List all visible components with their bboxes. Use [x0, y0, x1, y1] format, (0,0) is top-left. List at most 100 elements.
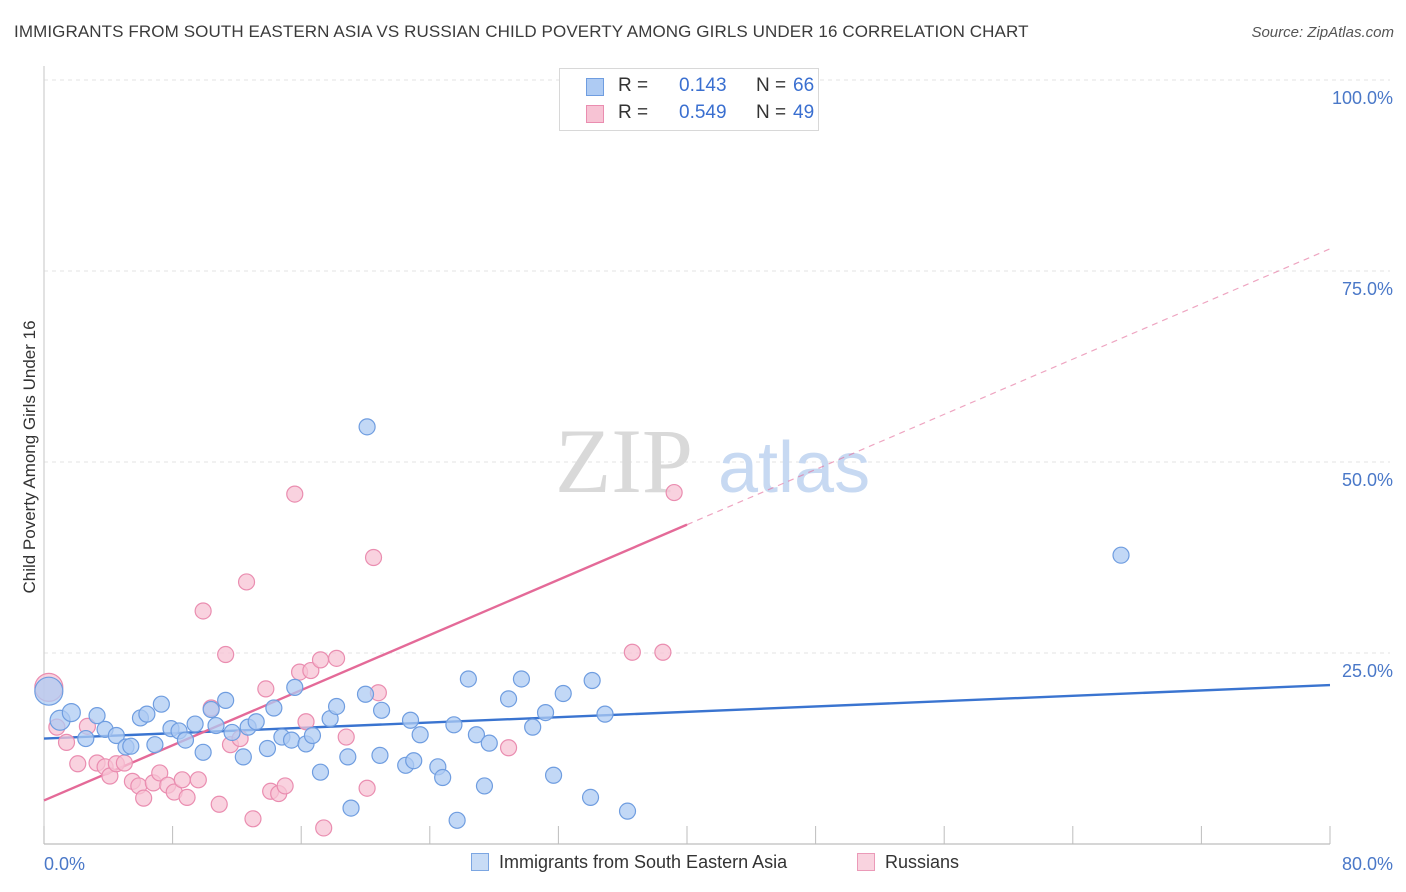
- data-point-sea: [1112, 546, 1130, 564]
- data-point-sea: [311, 763, 330, 781]
- data-point-sea: [618, 802, 637, 820]
- data-point-sea: [152, 695, 170, 713]
- data-point-sea: [581, 788, 600, 806]
- data-point-sea: [467, 726, 486, 744]
- data-point-russians: [358, 779, 376, 797]
- bottom-legend-label-sea: Immigrants from South Eastern Asia: [499, 852, 788, 872]
- data-point-sea: [88, 707, 106, 725]
- data-point-russians: [173, 771, 191, 789]
- legend-n-value-russians: 49: [793, 102, 815, 123]
- data-point-sea: [77, 729, 95, 748]
- data-point-sea: [247, 713, 265, 731]
- data-point-sea: [401, 711, 420, 729]
- data-point-sea: [223, 723, 241, 742]
- legend-r-value-russians: 0.549: [679, 102, 727, 123]
- data-point-sea: [524, 718, 542, 736]
- data-point-sea: [34, 676, 64, 706]
- data-point-russians: [654, 643, 672, 661]
- data-point-russians: [257, 680, 275, 698]
- data-point-russians: [69, 755, 87, 773]
- bottom-legend-swatch-sea: [471, 853, 489, 871]
- axes: [43, 66, 1331, 845]
- watermark-atlas: atlas: [718, 428, 870, 508]
- data-point-russians: [499, 739, 518, 757]
- legend: R = 0.143 N = 66 R = 0.549 N = 49: [559, 68, 819, 131]
- legend-n-label: N =: [756, 75, 787, 96]
- data-point-sea: [554, 684, 572, 703]
- data-point-sea: [445, 716, 463, 734]
- watermark: ZIP atlas: [555, 410, 870, 512]
- data-point-sea: [265, 699, 283, 717]
- y-tick-label: 25.0%: [1342, 661, 1393, 681]
- data-point-sea: [358, 418, 376, 436]
- data-point-sea: [186, 715, 204, 733]
- data-point-sea: [499, 690, 518, 708]
- grid-lines: [44, 79, 1390, 654]
- data-point-sea: [202, 700, 220, 719]
- data-point-sea: [61, 702, 81, 723]
- y-tick-label: 50.0%: [1342, 470, 1393, 490]
- data-point-russians: [337, 728, 355, 746]
- data-point-russians: [623, 643, 641, 661]
- data-point-russians: [244, 810, 262, 828]
- trend-line-russians: [43, 523, 688, 802]
- data-point-russians: [297, 713, 315, 731]
- data-point-sea: [146, 736, 164, 754]
- data-point-sea: [286, 678, 304, 696]
- data-point-sea: [303, 726, 322, 745]
- data-point-sea: [596, 705, 614, 723]
- chart-title: IMMIGRANTS FROM SOUTH EASTERN ASIA VS RU…: [14, 22, 1029, 41]
- y-tick-label: 75.0%: [1342, 279, 1393, 299]
- data-point-sea: [217, 691, 235, 709]
- data-point-sea: [448, 811, 466, 829]
- data-point-sea: [405, 752, 423, 770]
- data-point-russians: [210, 795, 228, 813]
- data-point-russians: [311, 651, 330, 669]
- y-axis-label: Child Poverty Among Girls Under 16: [20, 320, 39, 593]
- data-point-sea: [583, 671, 601, 690]
- series-sea-points: [34, 418, 1130, 829]
- bottom-legend-label-russians: Russians: [885, 852, 960, 872]
- data-point-sea: [194, 743, 212, 761]
- data-point-russians: [276, 777, 294, 795]
- data-point-russians: [57, 733, 76, 751]
- series-russians-points: [34, 483, 683, 837]
- data-point-russians: [217, 645, 235, 664]
- data-point-sea: [339, 748, 357, 766]
- data-point-russians: [189, 771, 207, 789]
- data-point-sea: [207, 716, 225, 735]
- bottom-legend-russians: Russians: [857, 852, 959, 873]
- data-point-sea: [138, 705, 156, 723]
- data-point-russians: [665, 483, 683, 502]
- data-point-russians: [237, 573, 256, 591]
- data-point-sea: [122, 737, 140, 755]
- legend-r-value-sea: 0.143: [679, 75, 727, 96]
- data-point-sea: [258, 739, 277, 758]
- bottom-legend-sea: Immigrants from South Eastern Asia: [471, 852, 787, 873]
- data-point-sea: [512, 670, 531, 688]
- data-point-russians: [178, 788, 196, 806]
- data-point-sea: [282, 731, 301, 749]
- data-point-russians: [151, 764, 169, 782]
- source-credit: Source: ZipAtlas.com: [1251, 24, 1394, 41]
- data-point-sea: [544, 766, 563, 784]
- legend-n-label: N =: [756, 102, 787, 123]
- data-point-russians: [115, 754, 133, 772]
- data-point-sea: [536, 703, 555, 722]
- data-point-sea: [459, 670, 477, 688]
- bottom-legend-swatch-russians: [857, 853, 875, 871]
- data-point-sea: [356, 685, 375, 703]
- data-point-sea: [176, 731, 195, 749]
- data-point-sea: [371, 746, 389, 764]
- data-point-russians: [135, 789, 153, 807]
- data-point-russians: [194, 602, 212, 620]
- trend-line-russians-extension: [686, 248, 1331, 526]
- data-point-sea: [234, 748, 252, 766]
- data-point-sea: [327, 697, 346, 716]
- data-point-russians: [302, 661, 320, 680]
- data-point-russians: [315, 819, 333, 837]
- legend-r-label: R =: [618, 102, 649, 123]
- data-point-sea: [107, 726, 125, 745]
- data-point-sea: [342, 799, 360, 817]
- trend-lines: [43, 248, 1331, 802]
